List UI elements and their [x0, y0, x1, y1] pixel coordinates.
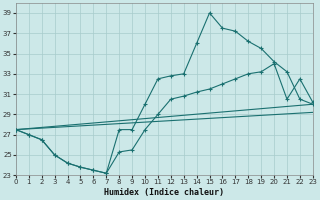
X-axis label: Humidex (Indice chaleur): Humidex (Indice chaleur): [104, 188, 224, 197]
